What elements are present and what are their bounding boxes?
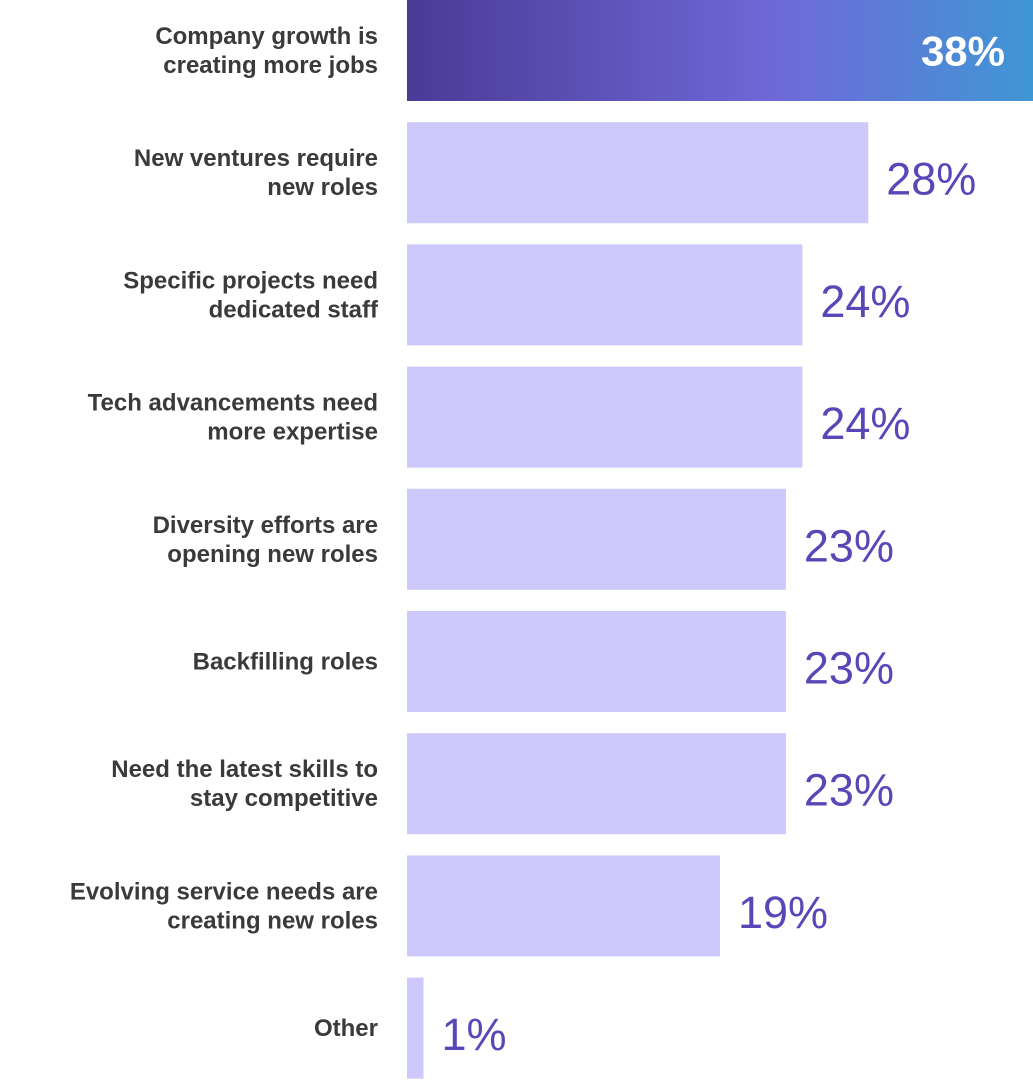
bar-6 xyxy=(407,733,786,835)
bar-8 xyxy=(407,977,424,1079)
value-label-4: 23% xyxy=(804,520,894,571)
value-label-6: 23% xyxy=(804,765,894,816)
value-label-0: 38% xyxy=(921,28,1005,75)
category-label-8-line-0: Other xyxy=(314,1015,378,1042)
category-label-1: New ventures require new roles xyxy=(134,145,378,201)
category-label-5-line-0: Backfilling roles xyxy=(193,649,378,676)
bars-layer: Company growth is creating more jobs 38% Ne… xyxy=(70,0,1033,1079)
category-label-6-line-0: Need the latest skills to xyxy=(111,756,378,783)
category-label-2-line-1: dedicated staff xyxy=(209,296,379,323)
category-label-3: Tech advancements need more expertise xyxy=(88,390,378,446)
category-label-7-line-1: creating new roles xyxy=(167,907,378,934)
value-label-3: 24% xyxy=(820,398,910,449)
value-label-5: 23% xyxy=(804,643,894,694)
category-label-7-line-0: Evolving service needs are xyxy=(70,878,378,905)
category-label-6: Need the latest skills to stay competitiv… xyxy=(111,756,378,812)
category-label-6-line-1: stay competitive xyxy=(190,785,378,812)
bar-5 xyxy=(407,611,786,712)
bar-3 xyxy=(407,366,803,468)
category-label-2-line-0: Specific projects need xyxy=(123,267,378,294)
bar-4 xyxy=(407,488,786,590)
value-label-8: 1% xyxy=(441,1009,506,1060)
category-label-1-line-0: New ventures require xyxy=(134,145,378,172)
category-label-0: Company growth is creating more jobs xyxy=(155,23,378,79)
value-label-2: 24% xyxy=(820,276,910,327)
category-label-2: Specific projects need dedicated staff xyxy=(123,267,379,323)
category-label-0-line-1: creating more jobs xyxy=(163,52,378,79)
category-label-4-line-1: opening new roles xyxy=(167,541,378,568)
value-label-1: 28% xyxy=(886,154,976,205)
bar-0 xyxy=(407,0,1033,101)
category-label-3-line-1: more expertise xyxy=(207,419,378,446)
bar-7 xyxy=(407,855,720,957)
category-label-7: Evolving service needs are creating new r… xyxy=(70,878,378,934)
category-label-3-line-0: Tech advancements need xyxy=(88,390,378,417)
category-label-1-line-1: new roles xyxy=(267,174,378,201)
bar-1 xyxy=(407,122,869,224)
category-label-4-line-0: Diversity efforts are xyxy=(153,512,378,539)
value-label-7: 19% xyxy=(738,887,828,938)
bar-2 xyxy=(407,244,803,346)
category-label-0-line-0: Company growth is xyxy=(155,23,378,50)
category-label-4: Diversity efforts are opening new roles xyxy=(153,512,378,568)
category-label-8: Other xyxy=(314,1015,378,1042)
category-label-5: Backfilling roles xyxy=(193,649,378,676)
